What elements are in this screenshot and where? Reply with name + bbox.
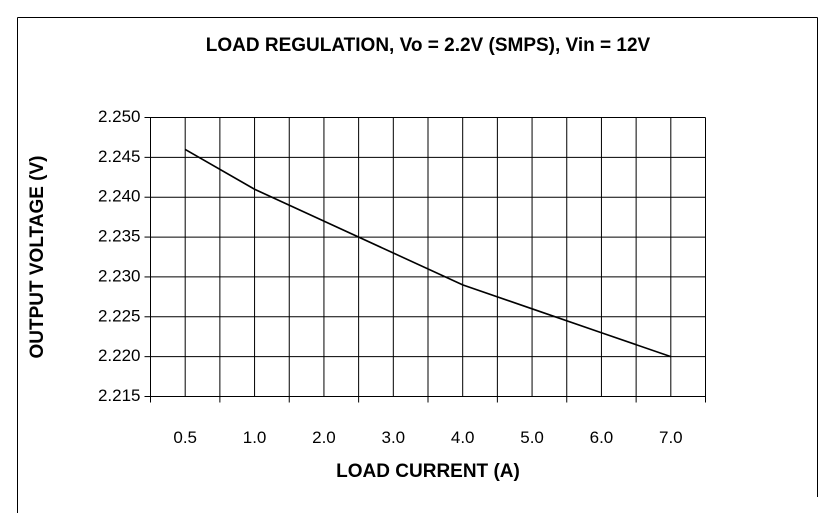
y-tick-label: 2.235 bbox=[98, 227, 141, 246]
y-tick-label: 2.220 bbox=[98, 346, 141, 365]
x-tick-label: 0.5 bbox=[173, 428, 197, 447]
data-line bbox=[184, 148, 672, 358]
x-tick-label: 1.0 bbox=[243, 428, 267, 447]
x-tick-label: 2.0 bbox=[312, 428, 336, 447]
x-axis-label: LOAD CURRENT (A) bbox=[336, 461, 520, 482]
y-tick-label: 2.250 bbox=[98, 107, 141, 126]
x-tick-label: 5.0 bbox=[520, 428, 544, 447]
x-tick-label: 6.0 bbox=[590, 428, 614, 447]
x-tick-label: 4.0 bbox=[451, 428, 475, 447]
x-tick-label: 3.0 bbox=[381, 428, 405, 447]
y-tick-label: 2.225 bbox=[98, 306, 141, 325]
y-tick-label: 2.245 bbox=[98, 147, 141, 166]
y-tick-label: 2.240 bbox=[98, 187, 141, 206]
y-tick-label: 2.230 bbox=[98, 266, 141, 285]
x-tick-label: 7.0 bbox=[659, 428, 683, 447]
chart-title: LOAD REGULATION, Vo = 2.2V (SMPS), Vin =… bbox=[206, 35, 651, 56]
y-tick-label: 2.215 bbox=[98, 386, 141, 405]
y-axis-label: OUTPUT VOLTAGE (V) bbox=[27, 155, 48, 358]
